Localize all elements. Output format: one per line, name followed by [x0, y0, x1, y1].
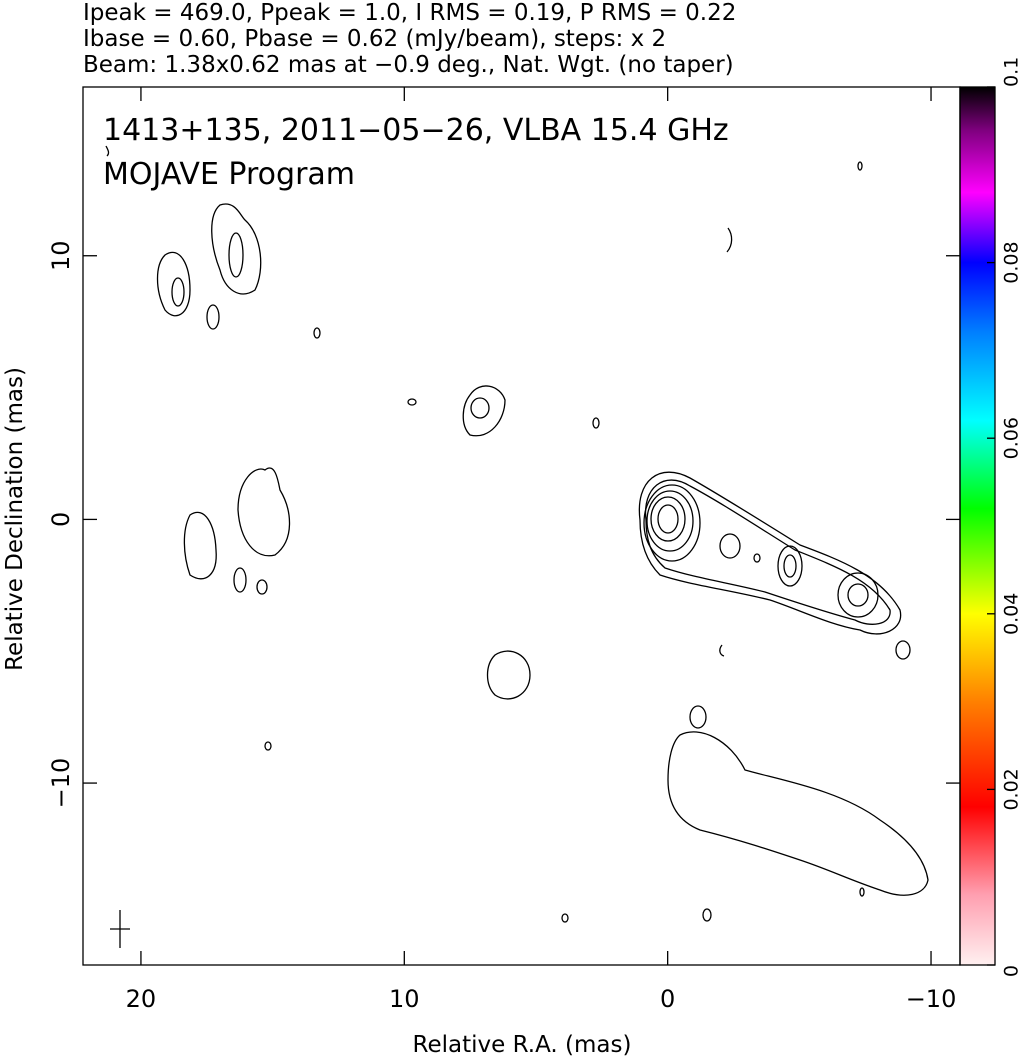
y-tick-label: 10	[47, 240, 75, 271]
colorbar-tick-label: 0.02	[1001, 768, 1022, 810]
contours	[105, 145, 929, 923]
subtitle: MOJAVE Program	[103, 157, 355, 192]
colorbar-tick-label: 0.04	[1001, 593, 1022, 635]
plot-frame	[82, 86, 961, 966]
y-tick-label: −10	[47, 758, 75, 809]
beam	[110, 910, 130, 948]
x-tick-label: −10	[906, 985, 957, 1013]
title: 1413+135, 2011−05−26, VLBA 15.4 GHz	[103, 113, 729, 148]
colorbar	[960, 87, 995, 965]
x-tick-label: 0	[660, 985, 675, 1013]
x-tick-label: 10	[389, 985, 420, 1013]
y-tick-label: 0	[47, 512, 75, 527]
header-line: Beam: 1.38x0.62 mas at −0.9 deg., Nat. W…	[83, 52, 734, 78]
header-line: Ibase = 0.60, Pbase = 0.62 (mJy/beam), s…	[83, 26, 666, 52]
y-axis-label: Relative Declination (mas)	[2, 367, 28, 671]
colorbar-tick-label: 0.1	[1001, 57, 1022, 87]
colorbar-tick-label: 0	[1001, 965, 1022, 977]
colorbar-tick-label: 0.06	[1001, 417, 1022, 459]
x-axis-label: Relative R.A. (mas)	[413, 1032, 632, 1058]
x-tick-label: 20	[126, 985, 157, 1013]
header-line: Ipeak = 469.0, Ppeak = 1.0, I RMS = 0.19…	[83, 0, 736, 26]
colorbar-tick-label: 0.08	[1001, 241, 1022, 283]
